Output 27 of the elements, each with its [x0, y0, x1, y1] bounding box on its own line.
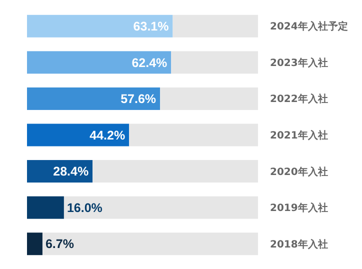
bar — [42, 232, 258, 256]
bar — [27, 124, 130, 146]
bar — [172, 14, 258, 38]
y-tick-label: 2019年入社 — [270, 202, 328, 214]
bar — [171, 51, 258, 74]
bar — [27, 14, 173, 38]
bar — [64, 196, 258, 219]
bar — [27, 51, 172, 74]
bar — [129, 124, 258, 146]
data-label: 57.6% — [120, 92, 156, 106]
data-label: 6.7% — [45, 237, 74, 252]
bar — [92, 160, 258, 183]
y-tick-label: 2020年入社 — [270, 166, 328, 178]
data-label: 62.4% — [132, 56, 168, 70]
data-label: 16.0% — [66, 200, 102, 215]
bar — [160, 87, 258, 110]
y-tick-label: 2024年入社予定 — [270, 20, 348, 33]
data-label: 28.4% — [53, 164, 89, 179]
bar — [27, 196, 64, 219]
y-tick-label: 2023年入社 — [270, 56, 328, 69]
y-tick-label: 2018年入社 — [270, 238, 328, 250]
y-tick-label: 2021年入社 — [270, 130, 328, 142]
bar — [27, 87, 160, 110]
data-label: 63.1% — [133, 20, 169, 34]
data-label: 44.2% — [90, 128, 126, 142]
y-tick-label: 2022年入社 — [270, 93, 328, 106]
bar — [27, 232, 42, 256]
